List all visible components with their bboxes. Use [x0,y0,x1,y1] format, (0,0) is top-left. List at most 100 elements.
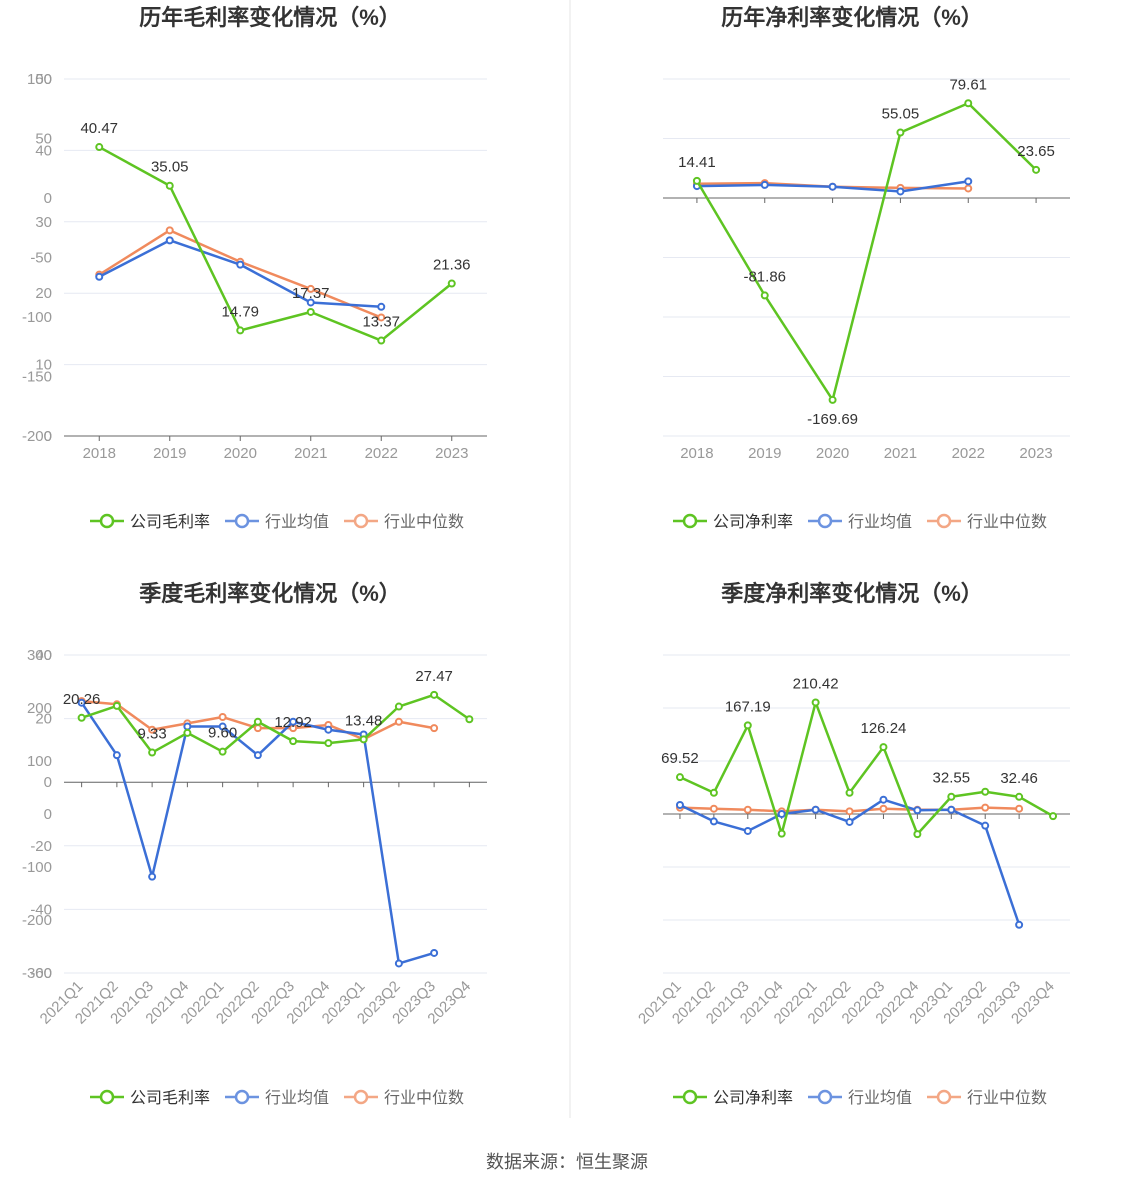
y-tick-label: 10 [35,357,52,374]
data-point-avg [306,298,315,307]
data-point-company [777,829,786,838]
data-point-median [148,725,157,734]
legend-item-median[interactable]: 行业中位数 [927,513,1047,531]
y-tick-label: 40 [35,647,52,664]
legend-marker [234,513,250,529]
data-label: 23.65 [1017,143,1055,160]
data-label: 79.61 [949,76,987,93]
y-tick-label: -20 [30,838,52,855]
y-tick-label: 0 [44,774,52,791]
data-point-company [896,128,905,137]
legend-label: 行业均值 [848,1089,912,1107]
legend-label: 行业均值 [265,1089,329,1107]
y-tick-label: -50 [30,250,52,267]
data-point-avg [183,722,192,731]
data-point-avg [709,817,718,826]
data-point-avg [896,187,905,196]
data-point-avg [430,948,439,957]
legend-item-company[interactable]: 公司毛利率 [90,1089,210,1107]
legend-marker [353,513,369,529]
legend-item-avg[interactable]: 行业均值 [808,513,912,531]
data-point-avg [289,717,298,726]
data-point-median [430,724,439,733]
legend-label: 公司净利率 [713,1089,793,1107]
data-label: 40.47 [80,120,118,137]
legend-item-avg[interactable]: 行业均值 [225,1089,329,1107]
data-point-company [112,701,121,710]
data-point-company [430,690,439,699]
data-point-median [964,184,973,193]
legend-label: 行业中位数 [967,1089,1047,1107]
data-label: 27.47 [415,668,453,685]
data-point-company [845,788,854,797]
data-point-median [981,803,990,812]
y-tick-label: -100 [22,309,52,326]
data-label: 14.41 [678,154,716,171]
data-label: 126.24 [861,720,907,737]
data-point-avg [947,805,956,814]
quarterly-gross-margin-chart: 季度毛利率变化情况（%）-60-40-20020402021Q12021Q220… [30,581,487,1107]
data-label: 13.37 [362,314,400,331]
data-label: -169.69 [807,411,858,428]
y-tick-label: 0 [44,806,52,823]
data-point-company [306,307,315,316]
data-point-median [377,313,386,322]
legend-item-company[interactable]: 公司净利率 [673,513,793,531]
data-label: 9.33 [138,726,167,743]
legend-item-avg[interactable]: 行业均值 [225,513,329,531]
data-label: 17.37 [292,285,330,302]
data-point-company [77,713,86,722]
series-line-avg [80,702,435,965]
y-tick-label: 100 [27,71,52,88]
quarterly-net-margin-chart: 季度净利率变化情况（%）-300-200-10001002003002021Q1… [22,581,1070,1107]
legend-item-company[interactable]: 公司毛利率 [90,513,210,531]
data-point-company [377,336,386,345]
data-point-avg [811,805,820,814]
chart-title: 历年毛利率变化情况（%） [139,5,401,30]
data-point-avg [879,795,888,804]
chart-title: 历年净利率变化情况（%） [721,5,983,30]
legend-label: 行业均值 [848,513,912,531]
data-point-company [253,717,262,726]
y-tick-label: -100 [22,859,52,876]
legend-item-median[interactable]: 行业中位数 [344,1089,464,1107]
data-point-company [675,773,684,782]
legend-marker [682,513,698,529]
data-point-avg [77,698,86,707]
legend-item-avg[interactable]: 行业均值 [808,1089,912,1107]
data-point-company [709,788,718,797]
data-point-company [1032,165,1041,174]
data-point-company [447,279,456,288]
data-point-avg [913,806,922,815]
data-point-company [1015,792,1024,801]
legend-item-median[interactable]: 行业中位数 [344,513,464,531]
data-label: 35.05 [151,159,189,176]
legend-marker [682,1089,698,1105]
data-point-company [743,721,752,730]
data-point-avg [1015,920,1024,929]
data-label: 20.26 [63,691,101,708]
data-point-avg [95,272,104,281]
data-label: 69.52 [661,750,699,767]
legend-label: 行业均值 [265,513,329,531]
legend-item-median[interactable]: 行业中位数 [927,1089,1047,1107]
x-tick-label: 2022 [952,445,985,462]
y-tick-label: -300 [22,965,52,982]
data-label: 32.46 [1000,770,1038,787]
data-label: 13.48 [345,712,383,729]
data-point-avg [377,302,386,311]
data-point-avg [394,959,403,968]
data-point-median [218,713,227,722]
legend-label: 公司净利率 [713,513,793,531]
data-label: 12.92 [274,714,312,731]
data-point-company [913,830,922,839]
series-line-company [81,693,471,754]
x-tick-label: 2019 [748,445,781,462]
legend-label: 行业中位数 [384,1089,464,1107]
legend-marker [817,513,833,529]
y-tick-label: 0 [44,190,52,207]
legend-item-company[interactable]: 公司净利率 [673,1089,793,1107]
y-tick-label: 50 [35,131,52,148]
legend-marker [234,1089,250,1105]
